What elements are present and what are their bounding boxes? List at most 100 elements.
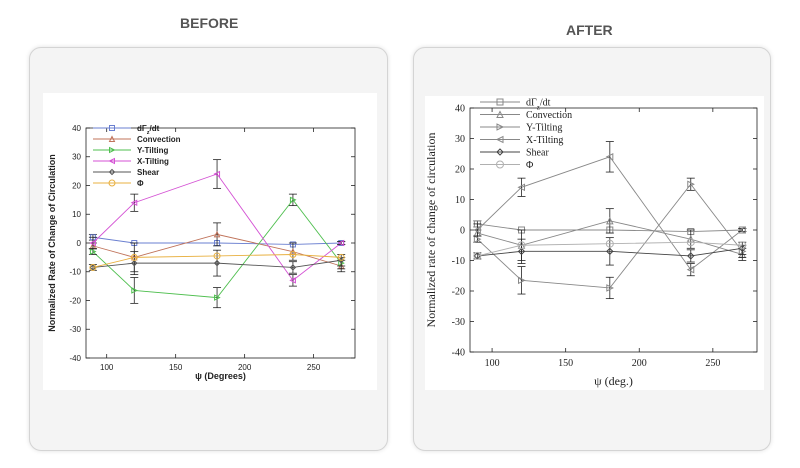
y-tick-label: 40 <box>455 104 465 115</box>
legend-marker <box>496 123 505 131</box>
legend-label: Shear <box>526 148 549 159</box>
data-point <box>89 248 97 255</box>
data-point <box>337 257 345 264</box>
data-point <box>213 170 221 178</box>
y-axis-label: Normalized Rate of Change of Circulation <box>47 154 57 332</box>
legend-marker <box>496 160 504 169</box>
data-point <box>606 284 614 292</box>
series-x-tilting <box>473 141 747 277</box>
data-point <box>517 247 526 256</box>
series-line-s <box>477 241 743 257</box>
data-point <box>606 216 614 225</box>
data-point <box>214 294 221 301</box>
legend-marker <box>108 135 116 142</box>
data-point <box>289 251 297 258</box>
data-point <box>686 265 695 274</box>
legend-label: X-Tilting <box>137 157 169 166</box>
y-tick-label: 0 <box>460 226 465 237</box>
x-tick-label: 100 <box>485 358 500 369</box>
data-point <box>130 199 138 207</box>
data-point <box>517 241 526 250</box>
legend-marker <box>109 125 115 131</box>
y-tick-label: -10 <box>452 256 465 267</box>
legend-label: Φ <box>137 179 144 188</box>
y-tick-label: 40 <box>72 124 81 133</box>
data-point <box>738 244 746 253</box>
data-point <box>473 235 482 243</box>
legend-marker <box>496 148 504 156</box>
data-point <box>89 263 97 271</box>
legend-label: Y-Tilting <box>526 123 562 134</box>
data-point <box>289 196 297 204</box>
legend-label: X-Tilting <box>526 135 563 146</box>
y-tick-label: -30 <box>452 317 465 328</box>
legend-marker <box>108 179 116 187</box>
data-point <box>213 252 221 260</box>
data-point <box>738 241 747 250</box>
legend-label: dΓz/dt <box>526 98 551 112</box>
data-point <box>289 277 296 284</box>
data-point <box>687 252 695 260</box>
x-tick-label: 150 <box>169 363 183 372</box>
x-axis-label: ψ (deg.) <box>594 374 633 388</box>
data-point <box>473 252 482 260</box>
y-tick-label: 30 <box>72 153 81 162</box>
legend-label: Y-Tilting <box>137 146 169 155</box>
data-point <box>131 259 138 267</box>
series-s <box>473 238 747 260</box>
x-tick-label: 150 <box>558 358 573 369</box>
data-point <box>89 239 96 247</box>
series-s <box>89 251 345 271</box>
after-heading: AFTER <box>566 22 613 38</box>
y-tick-label: 10 <box>72 210 81 219</box>
y-tick-label: -30 <box>69 325 81 334</box>
series-line-s <box>92 254 342 268</box>
legend-label: Shear <box>137 168 159 177</box>
y-tick-label: -40 <box>452 348 465 359</box>
y-tick-label: 0 <box>77 239 82 248</box>
series-line-y-tilting <box>92 199 342 299</box>
x-axis-label: ψ (Degrees) <box>195 371 246 381</box>
series-shear <box>473 237 747 266</box>
series-x-tilting <box>88 159 346 287</box>
after-chart: -40 -30 -20 -10 0 10 20 30 40 100 150 200 250 ψ (deg.… <box>424 96 764 390</box>
legend-marker <box>496 98 504 106</box>
data-point <box>518 276 526 285</box>
data-point <box>686 238 695 247</box>
y-tick-label: -20 <box>452 287 465 298</box>
legend-label: Convection <box>526 110 572 121</box>
data-point <box>687 180 695 189</box>
before-heading: BEFORE <box>180 15 239 31</box>
x-tick-label: 200 <box>632 358 647 369</box>
y-tick-label: 20 <box>72 181 81 190</box>
data-point <box>473 251 482 260</box>
x-tick-label: 100 <box>100 363 114 372</box>
y-tick-label: 10 <box>455 195 465 206</box>
y-tick-label: 30 <box>455 134 465 145</box>
series-shear <box>88 249 346 277</box>
legend-marker <box>496 110 504 118</box>
x-tick-label: 250 <box>705 358 720 369</box>
y-tick-label: -20 <box>69 296 81 305</box>
data-point <box>131 287 138 294</box>
y-tick-label: -40 <box>69 354 81 363</box>
y-tick-label: 20 <box>455 165 465 176</box>
legend-marker <box>108 157 115 165</box>
x-tick-label: 250 <box>307 363 321 372</box>
data-point <box>605 152 614 161</box>
legend-marker <box>495 135 504 144</box>
data-point <box>473 226 481 234</box>
y-axis-label: Normalized rate of change of circulation <box>424 133 438 328</box>
x-tick-label: 200 <box>238 363 252 372</box>
data-point <box>213 230 221 238</box>
before-chart: -40 -30 -20 -10 0 10 20 30 40 100 150 200 250 ψ (Degr… <box>43 93 377 390</box>
legend-label: dΓz/dt <box>137 124 160 136</box>
data-point <box>337 239 345 247</box>
series-y-tilting <box>473 177 747 300</box>
series-line-y-tilting <box>477 183 743 289</box>
legend-marker <box>108 168 116 176</box>
legend-label: Convection <box>137 135 181 144</box>
y-tick-label: -10 <box>69 268 81 277</box>
data-point <box>289 264 297 271</box>
